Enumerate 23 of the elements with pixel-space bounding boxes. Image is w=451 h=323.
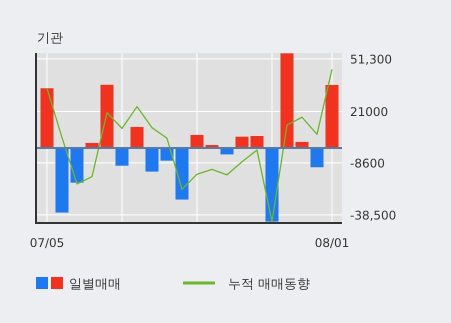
y-tick-label: -38,500 xyxy=(350,208,396,222)
bar xyxy=(176,148,188,200)
y-tick-label: 21000 xyxy=(350,105,388,120)
legend-label: 일별매매 xyxy=(69,277,121,292)
bar xyxy=(250,136,264,148)
bar xyxy=(326,84,338,148)
bar xyxy=(40,88,54,148)
y-tick-label: -8600 xyxy=(350,156,385,170)
bar xyxy=(190,134,204,148)
bar xyxy=(56,148,68,213)
x-tick-label: 08/01 xyxy=(314,236,350,250)
bar xyxy=(236,136,248,148)
bar xyxy=(100,84,114,148)
bar xyxy=(310,148,324,168)
legend-label: 누적 매매동향 xyxy=(228,277,310,292)
chart-title: 기관 xyxy=(37,31,63,46)
y-tick-label: 51,300 xyxy=(350,52,392,66)
bar xyxy=(130,126,144,148)
bar xyxy=(280,53,294,148)
bar xyxy=(116,148,128,166)
bar xyxy=(70,148,84,183)
x-tick-label: 07/05 xyxy=(30,236,64,250)
bar xyxy=(146,148,158,172)
